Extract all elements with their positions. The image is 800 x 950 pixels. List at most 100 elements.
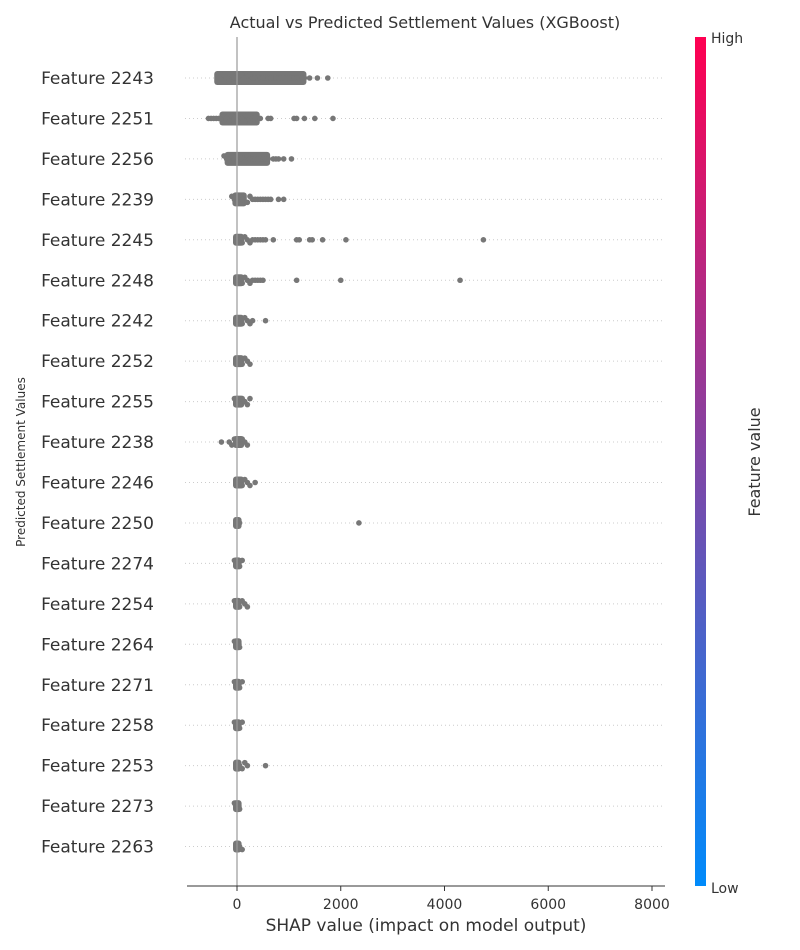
shap-point [239,240,245,246]
feature-label: Feature 2263 [41,838,154,858]
shap-point [226,159,233,165]
feature-label: Feature 2246 [41,474,154,494]
shap-point [343,237,349,243]
shap-point [262,317,269,324]
shap-point [239,557,245,564]
feature-label: Feature 2256 [41,150,154,170]
x-tick-label: 0 [233,897,242,913]
shap-point [226,118,233,125]
feature-label: Feature 2250 [41,514,154,534]
shap-point [324,75,331,81]
feature-label: Feature 2239 [41,190,154,210]
shap-point [301,115,308,122]
shap-point [236,604,243,610]
shap-point [226,78,233,84]
feature-label: Feature 2253 [41,757,154,777]
shap-point [241,159,248,165]
shap-point [319,237,326,243]
shap-point [239,765,245,772]
shap-point [306,75,313,81]
shap-point [236,806,243,812]
shap-point [239,678,245,685]
feature-label: Feature 2252 [41,352,154,372]
feature-label: Feature 2255 [41,393,154,413]
feature-label: Feature 2248 [41,271,154,291]
x-tick-label: 4000 [427,897,463,913]
shap-point [236,725,243,731]
feature-label: Feature 2238 [41,433,154,453]
shap-point [244,604,251,610]
shap-point [236,78,243,84]
shap-point [229,442,235,448]
feature-label: Feature 2274 [41,554,154,574]
feature-label: Feature 2242 [41,312,154,332]
shap-point [244,401,251,408]
shap-point [239,196,245,203]
shap-point [356,520,362,526]
colorbar-low-label: Low [711,881,739,897]
x-axis-ticks: 0 2000 4000 6000 8000 [233,886,670,913]
shap-point [218,439,225,445]
shap-point [457,277,463,284]
shap-point [236,520,243,526]
shap-point [280,196,287,203]
shap-point [260,277,266,284]
y-axis-label: Predicted Settlement Values [14,377,28,547]
shap-point [239,361,245,367]
shap-point [239,482,245,489]
shap-point [293,115,300,122]
shap-points [205,71,487,853]
shap-point [296,237,303,243]
shap-point [262,237,269,243]
shap-point [480,237,487,243]
shap-point [244,78,251,84]
shap-point [244,199,251,206]
feature-label: Feature 2271 [41,676,154,696]
shap-point [293,277,300,284]
shap-point [247,395,253,402]
feature-label: Feature 2264 [41,635,154,655]
colorbar-title: Feature value [745,407,764,516]
feature-label: Feature 2243 [41,69,154,89]
shap-point [280,156,287,162]
shap-point [265,156,271,162]
shap-point [236,442,243,448]
feature-label: Feature 2251 [41,109,154,129]
shap-point [236,401,243,408]
colorbar-high-label: High [711,31,743,47]
chart-title: Actual vs Predicted Settlement Values (X… [230,13,620,32]
shap-point [241,118,248,125]
shap-point [257,115,264,122]
colorbar [695,37,706,886]
shap-point [267,115,274,122]
shap-point [239,280,245,287]
shap-point [244,442,251,448]
feature-label: Feature 2258 [41,716,154,736]
shap-point [236,684,243,691]
feature-label: Feature 2273 [41,797,154,817]
shap-point [244,762,251,769]
shap-point [247,482,253,489]
shap-point [239,719,245,725]
shap-point [236,644,243,651]
feature-rows: Feature 2243 Feature 2251 Feature 2256 Feat… [41,69,665,858]
shap-point [301,75,308,81]
shap-point [309,237,316,243]
feature-label: Feature 2245 [41,231,154,251]
shap-point [337,277,344,284]
x-tick-label: 2000 [323,897,359,913]
shap-point [247,361,253,367]
x-tick-label: 8000 [634,897,670,913]
shap-point [275,196,282,203]
x-tick-label: 6000 [530,897,566,913]
shap-point [330,115,336,122]
shap-point [252,479,258,486]
shap-point [267,196,274,203]
shap-point [236,563,243,570]
shap-point [262,762,269,769]
shap-point [231,75,238,81]
shap-point [239,846,245,853]
feature-label: Feature 2254 [41,595,154,615]
shap-point [249,317,256,324]
shap-point [288,156,295,162]
